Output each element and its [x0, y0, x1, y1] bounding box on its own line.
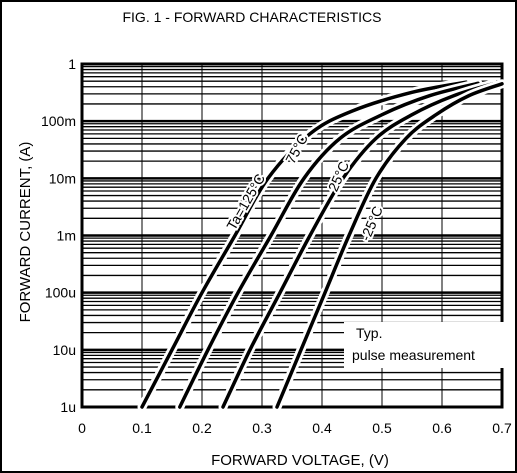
y-tick-labels: 1 100m 10m 1m 100u 10u 1u [41, 56, 76, 415]
annotation-pulse-measurement: pulse measurement [352, 347, 475, 363]
y-tick-label: 10u [53, 342, 76, 358]
y-tick-label: 100u [45, 285, 76, 301]
y-axis-label: FORWARD CURRENT, (A) [17, 142, 34, 323]
x-tick-labels: 0 0.1 0.2 0.3 0.4 0.5 0.6 0.7 [78, 420, 512, 436]
annotation-typ: Typ. [356, 325, 382, 341]
x-tick-label: 0 [78, 420, 86, 436]
y-tick-label: 1 [68, 56, 76, 72]
chart-title: FIG. 1 - FORWARD CHARACTERISTICS [122, 9, 381, 25]
y-tick-label: 1m [57, 228, 76, 244]
x-tick-label: 0.7 [492, 420, 512, 436]
x-axis-label: FORWARD VOLTAGE, (V) [211, 452, 389, 469]
y-tick-label: 1u [60, 399, 76, 415]
x-tick-label: 0.4 [312, 420, 332, 436]
x-tick-label: 0.2 [192, 420, 212, 436]
x-tick-label: 0.5 [372, 420, 392, 436]
x-tick-label: 0.3 [252, 420, 272, 436]
y-tick-label: 10m [49, 170, 76, 186]
x-tick-label: 0.1 [132, 420, 152, 436]
x-tick-label: 0.6 [432, 420, 452, 436]
y-tick-label: 100m [41, 113, 76, 129]
